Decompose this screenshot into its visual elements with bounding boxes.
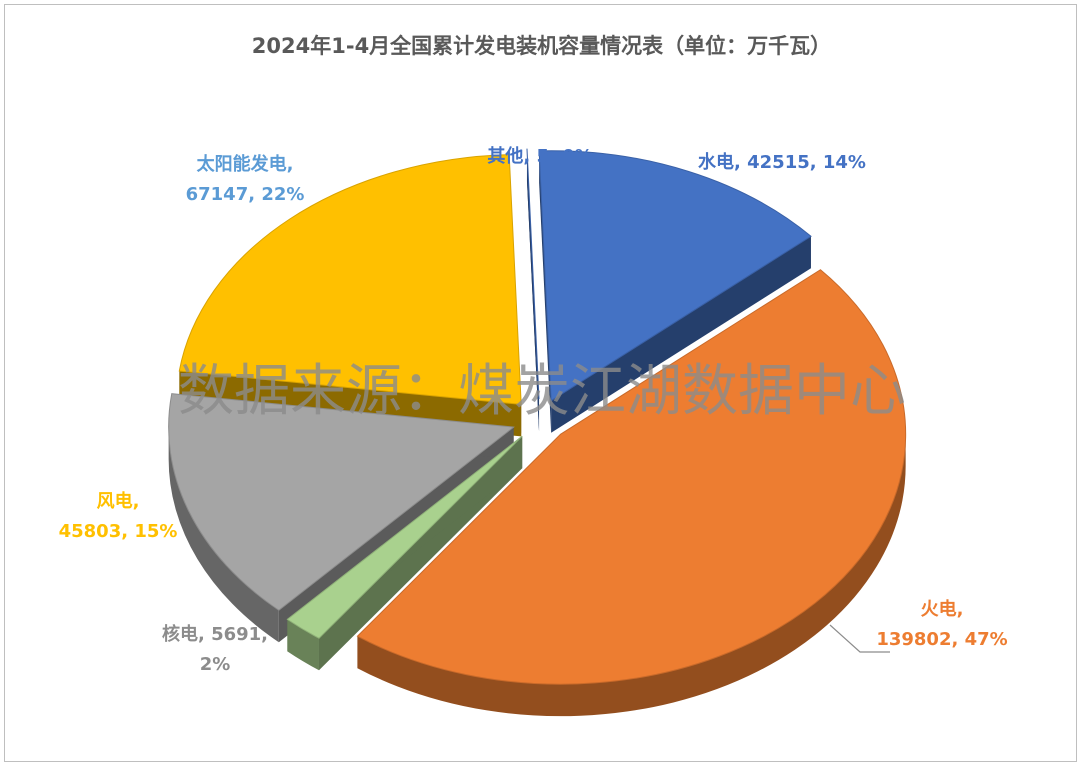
pie-slice-3 <box>286 435 523 671</box>
slice-label-2: 火电, 139802, 47% <box>876 598 1007 650</box>
slice-top-核电 <box>286 435 523 639</box>
slice-top-风电 <box>168 393 515 611</box>
slice-top-火电 <box>356 269 907 685</box>
slice-top-水电 <box>538 150 812 402</box>
slice-side-wall <box>551 236 811 433</box>
pie-slices <box>168 148 907 717</box>
slice-label-line: 风电, <box>97 490 140 512</box>
slice-rim <box>287 619 319 671</box>
slice-label-5: 太阳能发电, 67147, 22% <box>186 153 305 205</box>
slice-labels: 其他, 5, 0% 水电, 42515, 14% 火电, 139802, 47% 核电,… <box>59 145 1008 675</box>
slice-label-line: 水电, 42515, 14% <box>698 151 866 173</box>
slice-label-line: 2% <box>200 654 231 675</box>
slice-label-0: 其他, 5, 0% <box>487 145 592 167</box>
slice-label-1: 水电, 42515, 14% <box>698 151 866 173</box>
leader-line-huodian <box>829 624 890 653</box>
slice-top-其他 <box>526 148 540 400</box>
slice-label-line: 45803, 15% <box>59 521 178 542</box>
pie-slice-0 <box>526 148 540 432</box>
pie-slice-1 <box>538 150 812 433</box>
slice-label-line: 火电, <box>921 598 964 620</box>
slice-label-4: 风电, 45803, 15% <box>59 490 178 542</box>
slice-rim <box>357 434 906 717</box>
slice-label-3: 核电, 5691, 2% <box>162 623 268 675</box>
slice-rim <box>168 427 279 643</box>
slice-label-line: 其他, 5, 0% <box>487 145 592 167</box>
chart-title: 2024年1-4月全国累计发电装机容量情况表（单位：万千瓦） <box>251 34 832 58</box>
pie-slice-2 <box>356 269 907 717</box>
slice-label-line: 太阳能发电, <box>197 153 294 175</box>
slice-top-太阳能发电 <box>178 154 522 405</box>
leader-lines <box>829 624 890 653</box>
slice-label-line: 139802, 47% <box>876 629 1007 650</box>
slice-label-line: 67147, 22% <box>186 184 305 205</box>
slice-label-line: 核电, 5691, <box>162 623 268 645</box>
watermark-text: 数据来源：煤炭江湖数据中心 <box>178 359 906 424</box>
